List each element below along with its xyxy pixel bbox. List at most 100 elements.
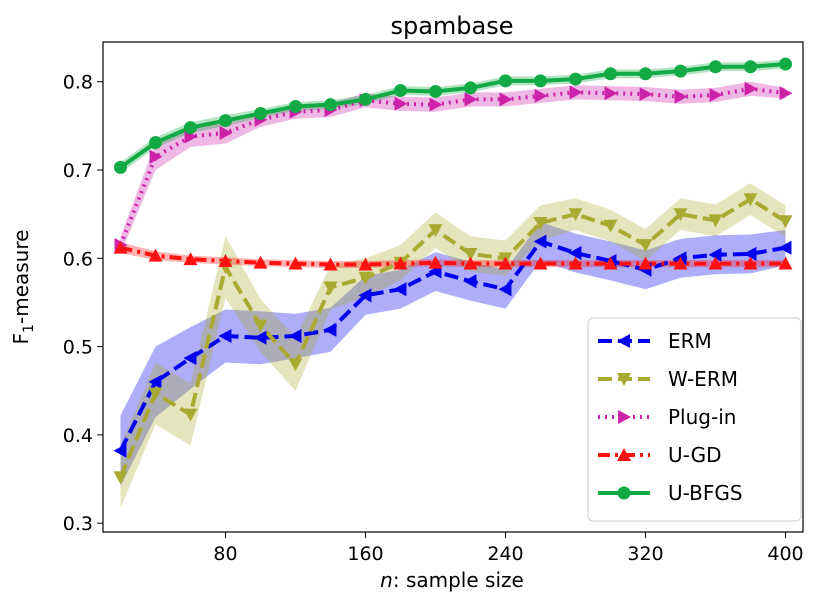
marker-w-erm [568,208,583,222]
marker-w-erm [533,217,548,230]
x-tick-label: 160 [347,543,383,565]
marker-u-bfgs [114,160,127,174]
marker-u-bfgs [394,84,407,98]
marker-u-gd [393,256,408,270]
x-tick-label: 400 [767,543,803,565]
legend-label-erm: ERM [668,329,712,353]
y-tick-label: 0.3 [63,513,93,535]
x-tick-label: 240 [487,543,523,565]
legend-label-plug-in: Plug-in [668,405,736,429]
marker-erm [288,329,302,343]
x-axis-ticks: 80 160 240 320 400 [213,532,804,565]
marker-u-bfgs [359,92,372,106]
marker-u-bfgs [324,98,337,112]
marker-u-bfgs [569,72,582,86]
x-axis-label-rest: : sample size [393,568,524,592]
legend-marker-w-erm [617,373,631,386]
marker-w-erm [708,214,723,228]
marker-erm [113,443,127,458]
marker-erm [323,322,337,337]
marker-u-bfgs [674,64,687,78]
marker-u-gd [743,256,758,270]
marker-plug-in [779,86,793,101]
marker-w-erm [183,408,198,422]
marker-u-gd [323,257,338,271]
legend: ERM W-ERM Plug-in U-GD U-BFGS [587,317,802,522]
y-tick-label: 0.6 [63,248,93,270]
marker-w-erm [743,193,758,207]
marker-u-gd [183,252,198,266]
y-axis-label: F1-measure [9,230,37,345]
line-u-bfgs [119,62,786,170]
marker-w-erm [673,208,688,222]
marker-erm [218,329,232,343]
marker-u-bfgs [499,74,512,88]
plot-area [113,57,793,509]
marker-u-gd [498,256,513,270]
legend-label-w-erm: W-ERM [668,367,738,391]
marker-u-bfgs [604,67,617,81]
marker-w-erm [428,224,443,238]
x-tick-label: 320 [627,543,663,565]
marker-erm [533,234,547,249]
y-axis-label-subscript: 1 [21,324,37,333]
marker-u-gd [638,256,653,270]
marker-u-gd [113,240,128,254]
marker-u-bfgs [534,74,547,88]
y-tick-label: 0.5 [63,337,93,359]
marker-u-gd [463,256,478,270]
legend-label-u-bfgs: U-BFGS [668,481,743,505]
legend-box [587,317,802,522]
y-tick-label: 0.8 [63,72,93,94]
marker-u-gd [533,256,548,270]
legend-marker-u-gd [617,448,631,461]
marker-plug-in [674,89,688,104]
marker-u-bfgs [254,107,267,121]
marker-w-erm [603,219,618,233]
marker-w-erm [253,319,268,333]
y-axis-ticks: 0.3 0.4 0.5 0.6 0.7 0.8 [63,72,103,535]
chart-title: spambase [390,12,513,40]
marker-u-gd [778,256,793,270]
marker-plug-in [534,88,548,103]
y-axis-label-rest: -measure [9,230,33,324]
marker-u-gd [358,257,373,271]
legend-marker-erm [617,334,630,348]
marker-u-gd [148,248,163,262]
marker-erm [463,274,477,289]
marker-u-bfgs [184,121,197,135]
series-markers [113,57,793,485]
legend-marker-plug-in [618,410,631,424]
marker-w-erm [113,471,128,485]
marker-plug-in [464,92,478,107]
line-plug-in [118,86,786,246]
marker-u-bfgs [289,99,302,113]
marker-u-gd [218,253,233,267]
marker-plug-in [219,125,233,140]
x-axis-label-italic: n [380,568,393,592]
marker-u-bfgs [779,57,792,71]
marker-plug-in [149,149,163,164]
marker-w-erm [778,215,793,229]
legend-label-u-gd: U-GD [668,443,722,467]
marker-erm [778,240,792,255]
marker-plug-in [394,96,408,111]
marker-erm [498,282,512,297]
marker-plug-in [744,81,758,96]
y-tick-label: 0.7 [63,160,93,182]
marker-u-bfgs [639,67,652,81]
marker-erm [358,288,372,303]
marker-plug-in [499,92,513,107]
marker-u-gd [288,256,303,270]
marker-u-bfgs [219,114,232,128]
legend-marker-u-bfgs [617,486,631,500]
line-w-erm [118,197,787,479]
x-tick-label: 80 [213,543,237,565]
band-u-bfgs [120,59,786,173]
band-plug-in [120,81,786,254]
x-axis-label: n: sample size [380,568,524,592]
marker-erm [393,282,407,297]
marker-erm [148,374,162,389]
marker-w-erm [638,239,653,253]
